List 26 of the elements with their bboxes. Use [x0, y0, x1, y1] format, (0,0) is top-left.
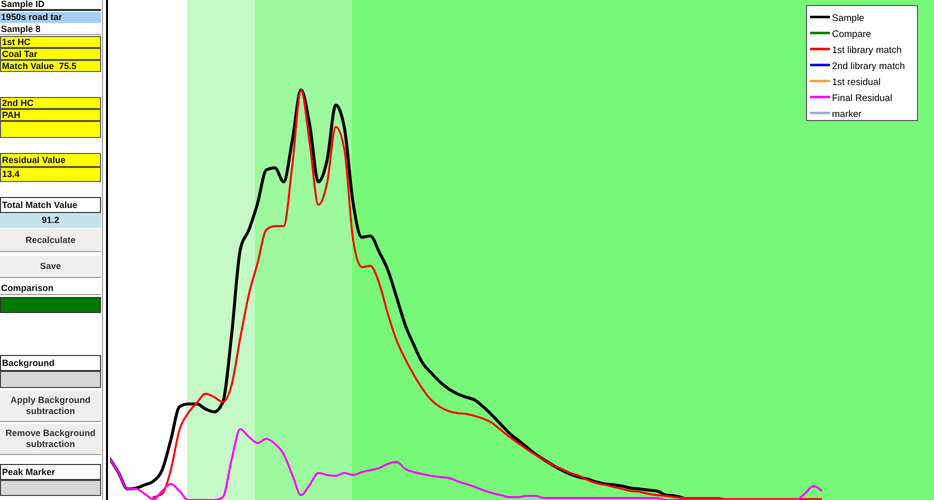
button: Remove Background subtraction: [0, 424, 101, 455]
button: Save: [0, 256, 101, 278]
text: Sample 8: [1, 24, 41, 34]
button: Recalculate: [0, 229, 101, 252]
legend-label: Sample: [832, 13, 864, 24]
legend-label: Compare: [832, 29, 872, 40]
legend-label: Final Residual: [832, 93, 892, 104]
text-field: 13.4: [0, 167, 101, 182]
label-box: Background: [0, 355, 101, 371]
text-field: 91.2: [0, 213, 101, 228]
text-field: Coal Tar: [0, 48, 101, 60]
text-field: 2nd HC: [0, 97, 101, 109]
legend-label: 1st library match: [832, 45, 902, 56]
text-field: PAH: [0, 109, 101, 121]
legend-label: marker: [832, 109, 862, 120]
label-box: Total Match Value: [0, 197, 101, 213]
button: Apply Background subtraction: [0, 391, 101, 422]
text-field: Residual Value: [0, 153, 101, 167]
text: Sample ID: [1, 0, 45, 10]
text-field: 1950s road tar: [0, 12, 101, 23]
text-field: 1st HC: [0, 36, 101, 48]
text-field: Match Value 75.5: [0, 60, 101, 72]
text: Comparison: [1, 282, 54, 294]
legend-label: 1st residual: [832, 77, 881, 88]
label-box: Peak Marker: [0, 464, 101, 480]
legend-label: 2nd library match: [832, 61, 905, 72]
